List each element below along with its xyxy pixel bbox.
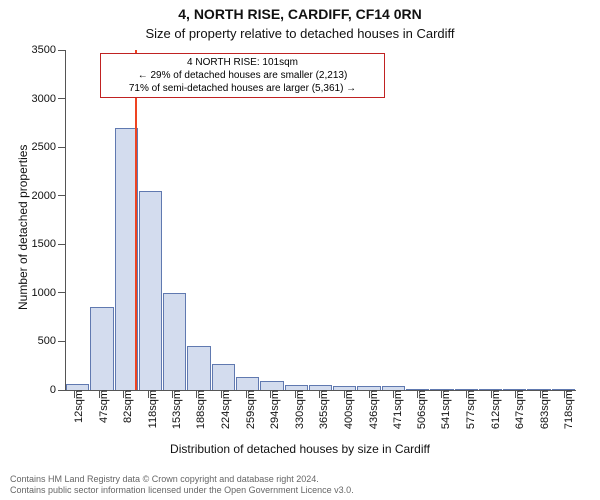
x-tick-label: 224sqm <box>210 390 232 429</box>
y-tick-label: 2000 <box>32 190 66 202</box>
x-tick-label: 683sqm <box>529 390 551 429</box>
plot-area: 050010001500200025003000350012sqm47sqm82… <box>65 50 576 391</box>
annotation-line-1: 4 NORTH RISE: 101sqm <box>105 56 380 69</box>
x-tick-label: 118sqm <box>137 390 159 428</box>
x-tick-label: 330sqm <box>284 390 306 429</box>
histogram-bar <box>212 364 235 390</box>
histogram-bar <box>90 307 113 390</box>
footer-line-2: Contains public sector information licen… <box>10 485 354 496</box>
x-tick-label: 47sqm <box>88 390 110 423</box>
histogram-bar <box>236 377 259 390</box>
y-tick-label: 500 <box>38 335 66 347</box>
y-tick-label: 3000 <box>32 93 66 105</box>
y-axis-label: Number of detached properties <box>16 145 30 310</box>
x-tick-label: 153sqm <box>161 390 183 429</box>
histogram-bar <box>260 381 283 390</box>
y-tick-label: 1000 <box>32 287 66 299</box>
annotation-line-3: 71% of semi-detached houses are larger (… <box>105 82 380 95</box>
annotation-box: 4 NORTH RISE: 101sqm ← 29% of detached h… <box>100 53 385 98</box>
chart-container: { "title": "4, NORTH RISE, CARDIFF, CF14… <box>0 0 600 500</box>
x-tick-label: 12sqm <box>63 390 85 423</box>
footer-line-1: Contains HM Land Registry data © Crown c… <box>10 474 354 485</box>
footer-text: Contains HM Land Registry data © Crown c… <box>10 474 354 496</box>
x-tick-label: 294sqm <box>259 390 281 429</box>
x-tick-label: 506sqm <box>406 390 428 429</box>
highlight-line <box>135 50 137 390</box>
chart-title: 4, NORTH RISE, CARDIFF, CF14 0RN <box>0 6 600 22</box>
x-tick-label: 400sqm <box>333 390 355 429</box>
x-tick-label: 471sqm <box>382 390 404 429</box>
x-tick-label: 365sqm <box>308 390 330 429</box>
chart-subtitle: Size of property relative to detached ho… <box>0 26 600 41</box>
x-tick-label: 436sqm <box>358 390 380 429</box>
y-tick-label: 3500 <box>32 44 66 56</box>
x-tick-label: 577sqm <box>455 390 477 429</box>
x-tick-label: 82sqm <box>112 390 134 423</box>
histogram-bar <box>139 191 162 390</box>
histogram-bar <box>163 293 186 390</box>
x-tick-label: 541sqm <box>430 390 452 429</box>
x-tick-label: 612sqm <box>480 390 502 429</box>
x-axis-label: Distribution of detached houses by size … <box>0 442 600 456</box>
x-tick-label: 647sqm <box>504 390 526 429</box>
x-tick-label: 718sqm <box>553 390 575 429</box>
histogram-bar <box>187 346 210 390</box>
x-tick-label: 188sqm <box>185 390 207 429</box>
annotation-line-2: ← 29% of detached houses are smaller (2,… <box>105 69 380 82</box>
y-tick-label: 1500 <box>32 238 66 250</box>
y-tick-label: 2500 <box>32 141 66 153</box>
x-tick-label: 259sqm <box>235 390 257 429</box>
